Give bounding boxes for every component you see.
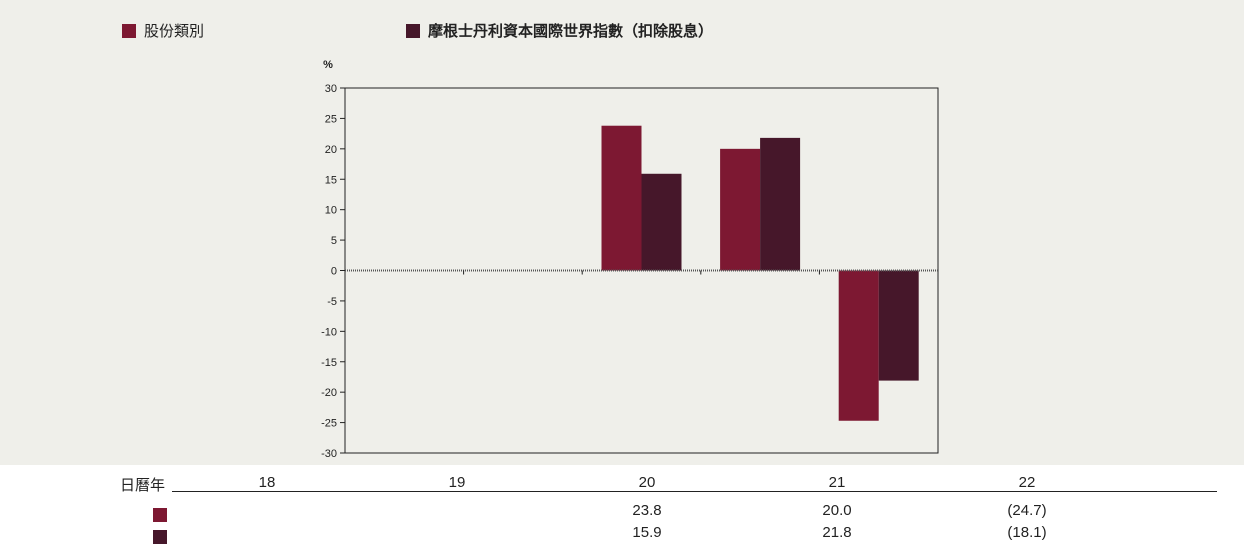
y-tick-label: -10 bbox=[321, 326, 337, 338]
y-tick-label: 10 bbox=[325, 205, 337, 217]
y-tick-label: 20 bbox=[325, 144, 337, 156]
y-tick-label: 15 bbox=[325, 174, 337, 186]
row-swatch-series2 bbox=[153, 530, 167, 544]
table-header-label: 日曆年 bbox=[120, 474, 165, 495]
year-cell: 18 bbox=[259, 474, 276, 491]
table-header-line bbox=[172, 491, 1217, 492]
bar-series1-21 bbox=[720, 149, 760, 271]
y-tick-label: 30 bbox=[325, 83, 337, 95]
series2-value-cell: 21.8 bbox=[822, 524, 851, 541]
series1-value-cell: (24.7) bbox=[1007, 502, 1046, 519]
data-table: 日曆年 18 19 20 21 22 23.8 20.0 (24.7) 15.9 21.8 (1… bbox=[0, 465, 1244, 546]
bar-series2-21 bbox=[760, 138, 800, 271]
y-tick-label: 5 bbox=[331, 235, 337, 247]
bar-chart: 30 25 20 15 10 5 0 -5 -10 -15 -20 -25 -30% bbox=[0, 0, 1244, 465]
year-cell: 21 bbox=[829, 474, 846, 491]
y-tick-label: 25 bbox=[325, 113, 337, 125]
series1-value-cell: 23.8 bbox=[632, 502, 661, 519]
y-tick-label: -5 bbox=[327, 296, 337, 308]
bar-series2-20 bbox=[642, 174, 682, 271]
y-axis-label: % bbox=[323, 59, 333, 71]
series1-value-cell: 20.0 bbox=[822, 502, 851, 519]
y-tick-label: -25 bbox=[321, 418, 337, 430]
bar-series2-22 bbox=[879, 271, 919, 381]
year-cell: 19 bbox=[449, 474, 466, 491]
row-swatch-series1 bbox=[153, 508, 167, 522]
y-tick-label: -20 bbox=[321, 387, 337, 399]
bars-layer bbox=[602, 126, 919, 421]
bar-series1-20 bbox=[602, 126, 642, 271]
series2-value-cell: (18.1) bbox=[1007, 524, 1046, 541]
series2-value-cell: 15.9 bbox=[632, 524, 661, 541]
y-tick-label: -15 bbox=[321, 357, 337, 369]
y-tick-label: -30 bbox=[321, 448, 337, 460]
chart-area: 股份類別 摩根士丹利資本國際世界指數（扣除股息） 30 25 20 15 10 5 0 -5-… bbox=[0, 0, 1244, 465]
year-cell: 20 bbox=[639, 474, 656, 491]
bar-series1-22 bbox=[839, 271, 879, 421]
y-tick-label: 0 bbox=[331, 266, 337, 278]
year-cell: 22 bbox=[1019, 474, 1036, 491]
